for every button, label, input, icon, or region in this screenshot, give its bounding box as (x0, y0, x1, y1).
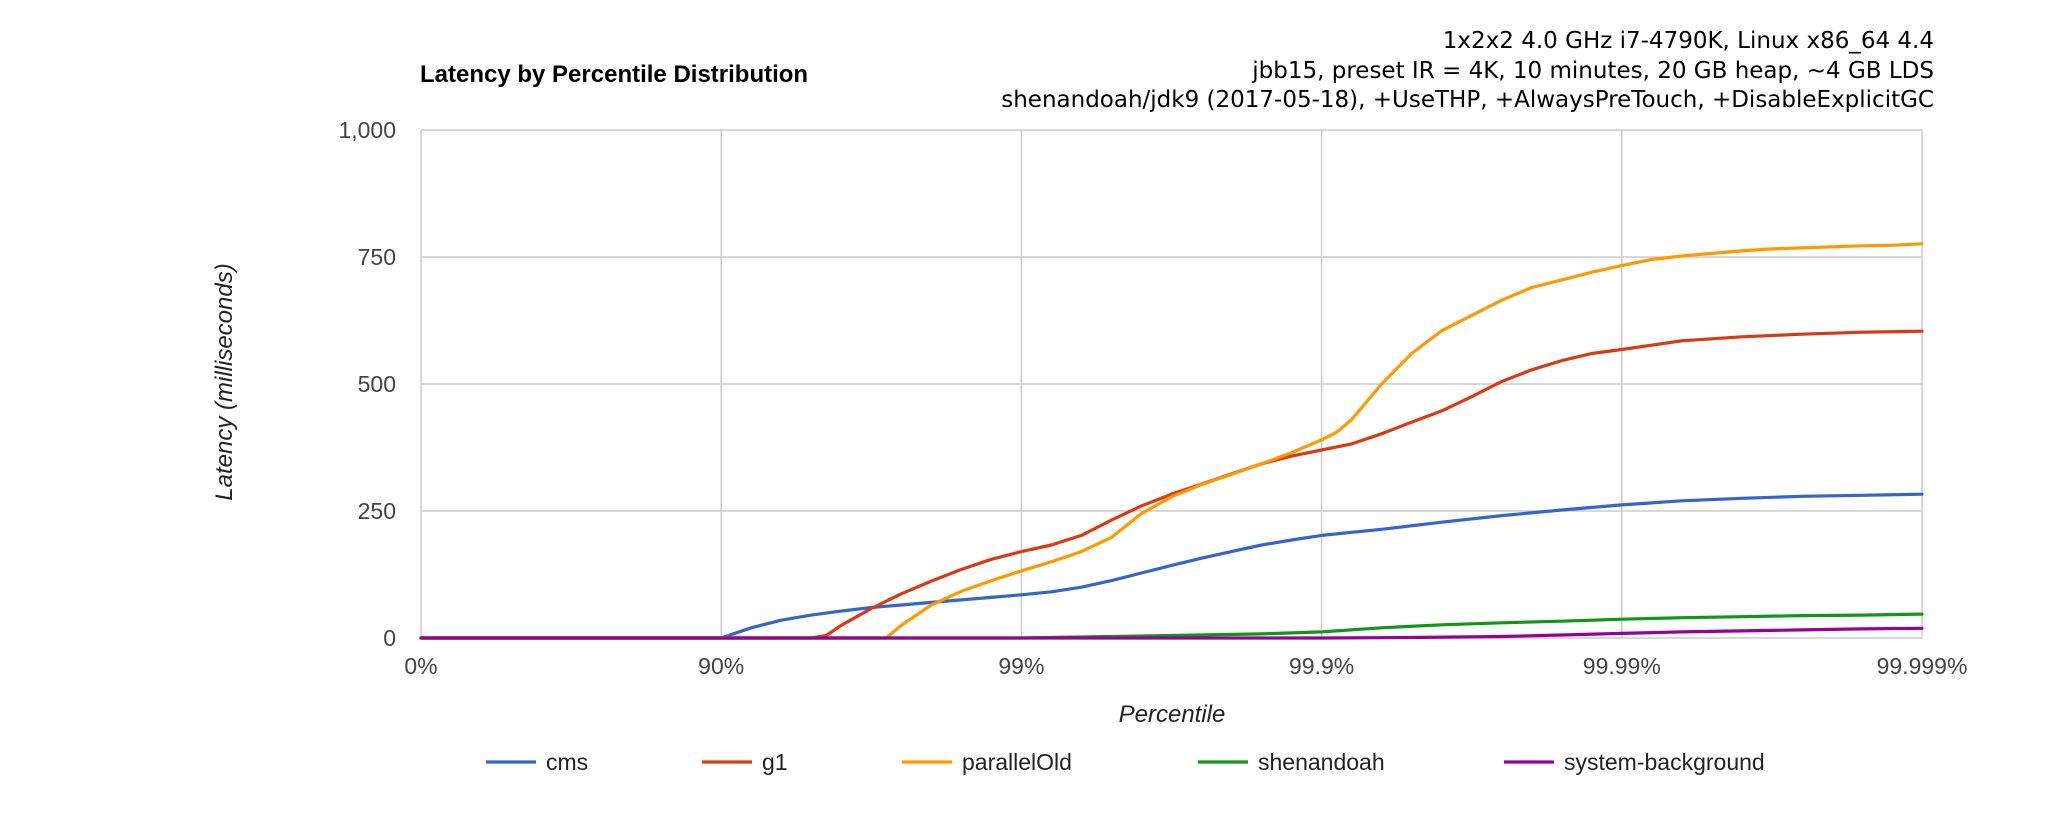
x-tick-label: 90% (698, 653, 744, 679)
info-line-1: 1x2x2 4.0 GHz i7-4790K, Linux x86_64 4.4 (1443, 28, 1934, 54)
x-tick-label: 99.9% (1289, 653, 1354, 679)
series-lines (419, 242, 1924, 640)
y-tick-label: 500 (358, 371, 396, 397)
legend-label-g1: g1 (762, 749, 788, 775)
x-tick-label: 99% (998, 653, 1044, 679)
y-axis-title: Latency (milliseconds) (211, 263, 238, 500)
y-tick-label: 1,000 (338, 117, 396, 143)
series-line-parallelOld (419, 242, 1924, 640)
y-tick-label: 750 (358, 244, 396, 270)
legend-label-parallelOld: parallelOld (962, 749, 1072, 775)
x-axis-title: Percentile (1119, 701, 1226, 728)
chart-title: Latency by Percentile Distribution (420, 61, 808, 88)
series-line-cms (419, 492, 1924, 640)
info-line-2: jbb15, preset IR = 4K, 10 minutes, 20 GB… (1251, 58, 1934, 84)
y-tick-label: 0 (383, 625, 396, 651)
legend-label-shenandoah: shenandoah (1258, 749, 1385, 775)
series-line-shenandoah (419, 612, 1924, 640)
x-tick-label: 0% (404, 653, 437, 679)
legend-label-cms: cms (546, 749, 588, 775)
info-line-3: shenandoah/jdk9 (2017-05-18), +UseTHP, +… (1001, 87, 1934, 113)
y-tick-label: 250 (358, 498, 396, 524)
series-line-system-background (419, 626, 1924, 640)
x-tick-label: 99.999% (1877, 653, 1968, 679)
benchmark-info: 1x2x2 4.0 GHz i7-4790K, Linux x86_64 4.4… (1001, 28, 1934, 113)
tick-labels: 0 250 500 750 1,000 0% 90% 99% 99.9% 99.99% 99.999… (338, 117, 1967, 679)
legend-label-system-background: system-background (1564, 749, 1765, 775)
series-line-g1 (419, 329, 1924, 640)
grid (420, 129, 1923, 639)
x-tick-label: 99.99% (1583, 653, 1661, 679)
legend: cms g1 parallelOld shenandoah system-backgro… (486, 749, 1765, 775)
